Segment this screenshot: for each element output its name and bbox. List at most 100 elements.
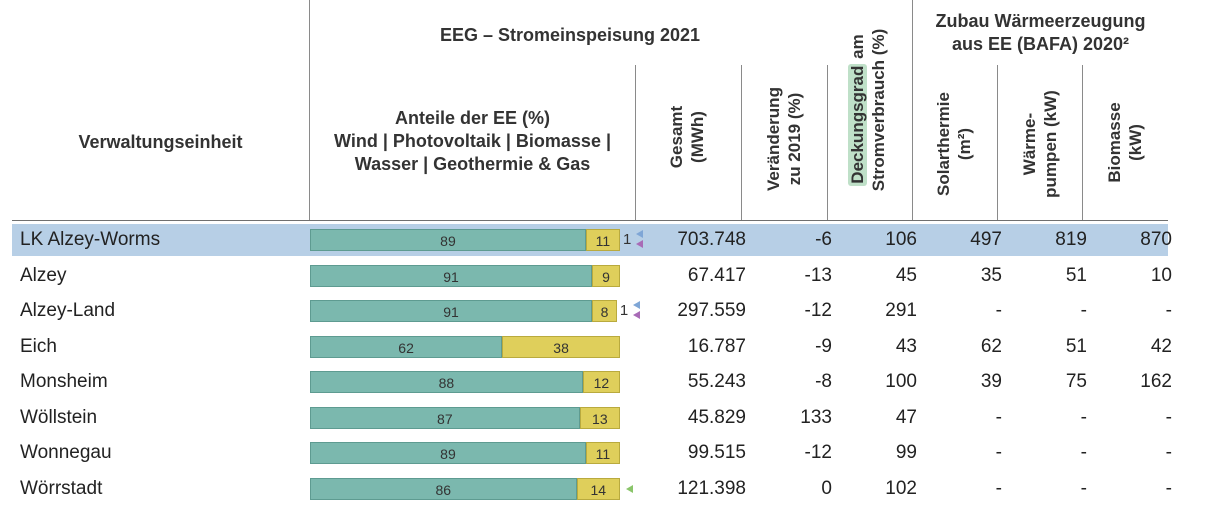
marker-geothermie-gas-icon xyxy=(636,240,643,248)
cell-bio: - xyxy=(1165,442,1172,463)
row-name: LK Alzey-Worms xyxy=(20,229,161,250)
cell-gesamt: 121.398 xyxy=(677,477,746,499)
row-name: Monsheim xyxy=(20,371,108,392)
cell-veraenderung: -6 xyxy=(815,229,832,250)
cell-bio: 10 xyxy=(1150,264,1172,286)
header-bottom-line xyxy=(12,220,1168,221)
header-anteile-line2: Wind | Photovoltaik | Biomasse | xyxy=(334,131,611,151)
cell-veraenderung: -8 xyxy=(815,371,832,392)
divider-zubau xyxy=(912,0,913,220)
header-zubau-line1: Zubau Wärmeerzeugung xyxy=(935,11,1146,31)
cell-waerme: 819 xyxy=(1055,229,1087,250)
bar-segment-wind: 62 xyxy=(310,335,503,358)
row-name: Wörrstadt xyxy=(20,477,103,499)
header-zubau: Zubau Wärmeerzeugung aus EE (BAFA) 2020² xyxy=(913,10,1168,56)
cell-gesamt: 703.748 xyxy=(677,229,746,250)
marker-wasser-icon xyxy=(632,301,640,309)
bar-segment-photovoltaik: 12 xyxy=(582,371,620,393)
cell-gesamt: 67.417 xyxy=(687,264,746,286)
header-waerme-line2: pumpen (kW) xyxy=(1041,90,1060,198)
cell-waerme: - xyxy=(1080,300,1087,321)
row-name: Wonnegau xyxy=(20,442,112,463)
cell-veraenderung: -12 xyxy=(804,300,832,321)
header-gesamt: Gesamt (MWh) xyxy=(666,92,708,182)
header-eeg-group: EEG – Stromeinspeisung 2021 xyxy=(439,25,701,45)
cell-bio: 42 xyxy=(1150,335,1172,357)
bar-segment-wind: 91 xyxy=(310,264,593,287)
cell-waerme: - xyxy=(1080,477,1087,499)
divider-einheit xyxy=(309,0,310,220)
cell-bio: 870 xyxy=(1140,229,1172,250)
header-waerme: Wärme- pumpen (kW) xyxy=(1019,84,1061,204)
cell-veraenderung: -12 xyxy=(804,442,832,463)
header-zubau-line2: aus EE (BAFA) 2020² xyxy=(951,34,1130,54)
cell-gesamt: 45.829 xyxy=(687,406,746,428)
header-veraenderung-line1: Veränderung xyxy=(764,87,783,191)
cell-gesamt: 55.243 xyxy=(687,371,746,392)
bar-segment-wind: 89 xyxy=(310,442,586,464)
header-veraenderung: Veränderung zu 2019 (%) xyxy=(763,74,805,204)
cell-deckung: 106 xyxy=(885,229,917,250)
bar-segment-wind: 88 xyxy=(310,371,583,393)
cell-waerme: - xyxy=(1080,442,1087,463)
header-waerme-line1: Wärme- xyxy=(1020,112,1039,176)
cell-gesamt: 16.787 xyxy=(687,335,746,357)
header-deckung: Deckungsgrad am Stromverbrauch (%) xyxy=(847,10,889,210)
bar-segment-photovoltaik: 13 xyxy=(579,406,620,429)
cell-solar: - xyxy=(995,300,1002,321)
table-row: Alzey 91 9 67.417 -13 45 35 51 10 xyxy=(12,260,1172,292)
cell-gesamt: 297.559 xyxy=(677,300,746,321)
table-row: Wöllstein 87 13 45.829 133 47 - - - xyxy=(12,402,1172,434)
cell-deckung: 43 xyxy=(895,335,917,357)
bar-segment-photovoltaik: 11 xyxy=(585,442,620,464)
table-row: Alzey-Land 91 8 1 297.559 -12 291 - - - xyxy=(12,295,1172,327)
bar-segment-biomasse-value: 1 xyxy=(623,231,632,248)
cell-deckung: 47 xyxy=(895,406,917,428)
cell-solar: 35 xyxy=(980,264,1002,286)
cell-deckung: 102 xyxy=(885,477,917,499)
cell-bio: - xyxy=(1165,477,1172,499)
header-einheit: Verwaltungseinheit xyxy=(78,132,243,152)
header-gesamt-line2: (MWh) xyxy=(688,111,707,163)
header-deckung-line2: Stromverbrauch (%) xyxy=(869,28,888,192)
cell-veraenderung: -13 xyxy=(804,264,832,286)
row-name: Alzey xyxy=(20,264,67,286)
divider-deckung xyxy=(827,65,828,220)
header-solar-line1: Solarthermie xyxy=(934,92,953,196)
bar-segment-photovoltaik: 38 xyxy=(502,335,620,358)
cell-veraenderung: 133 xyxy=(800,406,832,428)
header-anteile-line3: Wasser | Geothermie & Gas xyxy=(354,154,591,174)
cell-solar: 62 xyxy=(980,335,1002,357)
table-row: LK Alzey-Worms 89 11 1 703.748 -6 106 497 819 870 xyxy=(12,224,1172,256)
cell-veraenderung: -9 xyxy=(815,335,832,357)
cell-solar: - xyxy=(995,442,1002,463)
bar-segment-biomasse-value: 1 xyxy=(619,302,629,319)
marker-geothermie-gas-icon xyxy=(632,311,640,319)
header-solar: Solarthermie (m²) xyxy=(933,84,975,204)
header-gesamt-line1: Gesamt xyxy=(667,105,686,169)
cell-deckung: 100 xyxy=(885,371,917,392)
bar-segment-photovoltaik: 8 xyxy=(592,300,617,322)
header-solar-line2: (m²) xyxy=(955,127,974,161)
divider-waerme xyxy=(1082,65,1083,220)
header-anteile-line1: Anteile der EE (%) xyxy=(394,108,551,128)
cell-solar: 497 xyxy=(970,229,1002,250)
header-anteile: Anteile der EE (%) Wind | Photovoltaik |… xyxy=(310,107,635,176)
bar-segment-wind: 86 xyxy=(310,477,577,500)
header-bio: Biomasse (kW) xyxy=(1104,95,1146,190)
cell-bio: - xyxy=(1165,300,1172,321)
table-row: Eich 62 38 16.787 -9 43 62 51 42 xyxy=(12,331,1172,363)
cell-waerme: 75 xyxy=(1065,371,1087,392)
table-row: Wörrstadt 86 14 121.398 0 102 - - - xyxy=(12,473,1172,505)
cell-bio: - xyxy=(1165,406,1172,428)
cell-solar: - xyxy=(995,406,1002,428)
cell-solar: - xyxy=(995,477,1002,499)
bar-segment-wind: 91 xyxy=(310,300,593,322)
bar-segment-photovoltaik: 9 xyxy=(592,264,620,287)
header-bio-line2: (kW) xyxy=(1126,124,1145,161)
header-deckung-line1: Deckungsgrad am xyxy=(847,10,868,210)
cell-waerme: - xyxy=(1080,406,1087,428)
bar-segment-wind: 87 xyxy=(310,406,580,429)
header-bio-line1: Biomasse xyxy=(1105,102,1124,183)
cell-veraenderung: 0 xyxy=(821,477,832,499)
